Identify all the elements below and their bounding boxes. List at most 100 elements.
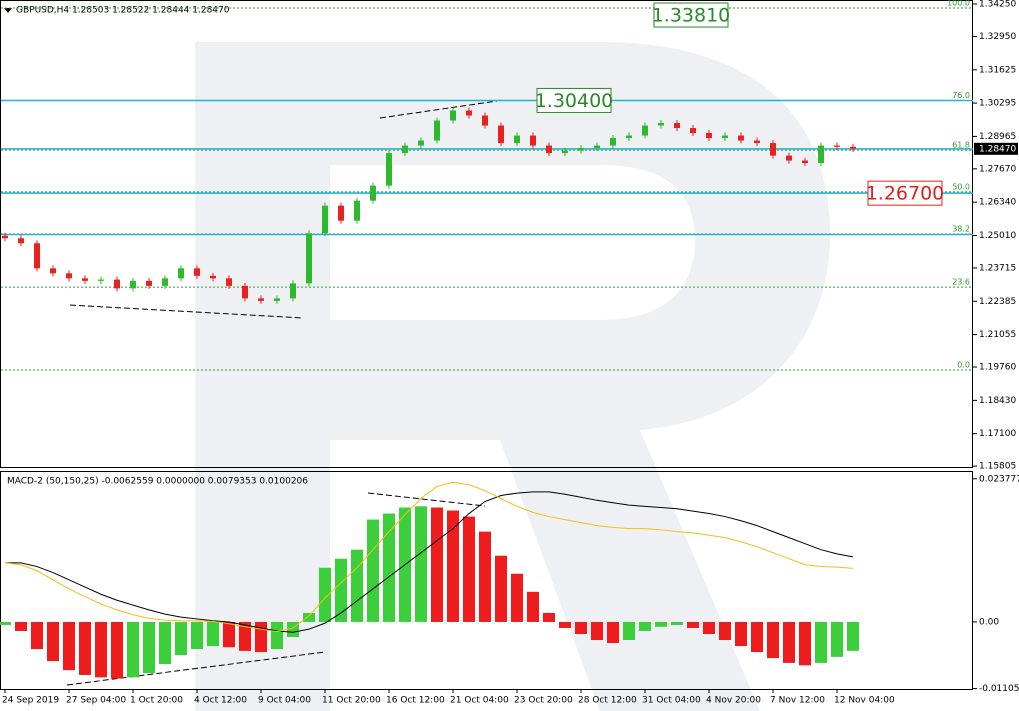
histogram-bar <box>703 621 715 634</box>
histogram-bar <box>495 555 507 622</box>
candle-body <box>434 120 440 141</box>
histogram-bar <box>463 516 475 622</box>
candle-body <box>242 285 248 299</box>
candle-body <box>290 283 296 299</box>
candle-body <box>98 279 104 281</box>
histogram-bar <box>527 591 539 622</box>
y-tick-label: 1.26340 <box>979 198 1016 208</box>
x-tick-label: 7 Nov 12:00 <box>770 696 825 706</box>
candle-body <box>402 145 408 154</box>
y-tick-label: 1.25010 <box>979 231 1016 241</box>
macd-line <box>5 491 854 633</box>
current-price-box <box>974 142 1018 155</box>
histogram-bar <box>79 621 91 675</box>
histogram-bar <box>31 621 43 650</box>
candle-body <box>770 143 776 156</box>
candle-body <box>370 185 376 201</box>
candle-body <box>114 279 120 289</box>
candle-body <box>450 110 456 121</box>
histogram-bar <box>671 621 683 625</box>
histogram-bar <box>15 621 27 631</box>
menu-arrow <box>4 8 12 13</box>
histogram-bar <box>735 621 747 647</box>
candle-body <box>674 123 680 129</box>
price-box: 1.30400 <box>535 87 614 113</box>
candle-body <box>338 205 344 221</box>
macd-line <box>4 481 854 633</box>
fib-label: 61.8 <box>952 141 970 150</box>
candle-body <box>18 238 24 244</box>
histogram-bar <box>831 621 843 657</box>
candle-body <box>130 280 136 289</box>
histogram-bar <box>607 621 619 644</box>
candle-body <box>322 205 328 234</box>
fib-label: 50.0 <box>952 182 970 191</box>
histogram-bar <box>175 621 187 656</box>
y-tick-label: 1.19760 <box>979 363 1016 373</box>
x-tick-label: 28 Oct 12:00 <box>578 696 637 706</box>
price-box-label: 1.30400 <box>535 90 614 112</box>
y-tick-label: 1.17100 <box>979 429 1016 439</box>
fib-label: 0.0 <box>957 361 970 370</box>
fib-label: 76.0 <box>952 91 970 100</box>
histogram-bar <box>63 621 75 671</box>
watermark <box>195 42 830 711</box>
histogram-bar <box>271 621 283 650</box>
histogram-bar <box>815 621 827 663</box>
fib-label: 23.6 <box>952 278 970 287</box>
candle-body <box>706 133 712 139</box>
candle-body <box>82 278 88 281</box>
price-box-frame <box>536 87 612 113</box>
histogram-bar <box>159 621 171 665</box>
x-tick-label: 21 Oct 04:00 <box>450 696 509 706</box>
histogram-bar <box>303 612 315 622</box>
candle-body <box>786 155 792 161</box>
candle-body <box>530 135 536 146</box>
histogram-bar <box>191 621 203 650</box>
histogram-bar <box>47 621 59 662</box>
y-tick-label: 1.18430 <box>979 396 1016 406</box>
candle-body <box>850 146 856 149</box>
candle-body <box>514 135 520 144</box>
x-tick-label: 31 Oct 04:00 <box>642 696 701 706</box>
histogram-bar <box>367 519 379 622</box>
histogram-bar <box>655 621 667 627</box>
histogram-bar <box>447 510 459 622</box>
macd-panel <box>0 471 973 690</box>
candle-body <box>274 298 280 301</box>
histogram-bar <box>591 621 603 641</box>
candle-body <box>802 160 808 164</box>
trend-line <box>379 100 498 119</box>
histogram-bar <box>207 621 219 647</box>
histogram-bar <box>639 621 651 631</box>
y-tick-label: 1.30295 <box>979 99 1016 109</box>
candle-body <box>354 200 360 221</box>
x-tick-label: 12 Nov 04:00 <box>834 696 895 706</box>
histogram-bar <box>479 531 491 622</box>
y-tick-label: 0.0237773 <box>979 474 1019 484</box>
current-price-label: 1.28470 <box>979 144 1016 154</box>
trend-lines <box>66 100 498 686</box>
histogram-bar <box>127 621 139 678</box>
candle-body <box>610 138 616 146</box>
candle-body <box>34 243 40 269</box>
histogram-bar <box>383 513 395 622</box>
y-tick-label: 1.28965 <box>979 132 1016 142</box>
candle-body <box>386 153 392 186</box>
y-tick-label: 1.31625 <box>979 65 1016 75</box>
histogram-bar <box>575 621 587 634</box>
candle-body <box>162 278 168 286</box>
histogram-bar <box>255 621 267 653</box>
candle-body <box>306 233 312 284</box>
histogram-bar <box>623 621 635 641</box>
price-box-label: 1.26700 <box>866 183 945 205</box>
candle-body <box>226 278 232 286</box>
histogram-bar <box>0 621 11 625</box>
candle-body <box>546 145 552 154</box>
x-tick-label: 4 Oct 12:00 <box>194 696 247 706</box>
candle-body <box>50 268 56 274</box>
y-tick-label: 1.32950 <box>979 32 1016 42</box>
candle-body <box>258 298 264 301</box>
histogram-bar <box>511 573 523 622</box>
candle-body <box>594 145 600 149</box>
